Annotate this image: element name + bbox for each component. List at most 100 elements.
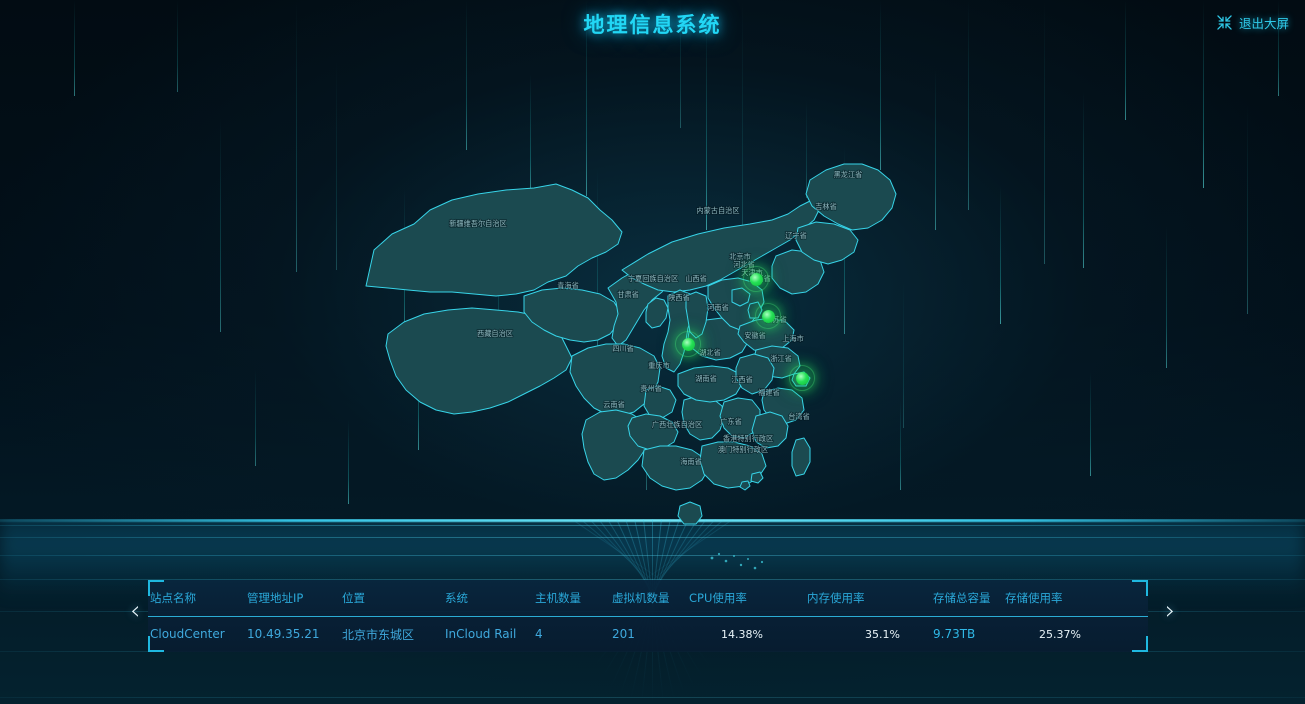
marker-halo [743,266,769,292]
col-site-name[interactable]: 站点名称 [150,590,196,605]
cell-storage-usage: 25.37% [1039,627,1081,641]
province-taiwan [791,437,811,477]
province-label: 贵州省 [640,384,662,393]
col-memory-usage[interactable]: 内存使用率 [807,590,865,605]
grid-horizontal-line [0,555,1305,556]
corner-bracket-bottom-right [1132,636,1148,652]
dashboard-header: 地理信息系统 退出大屏 [0,0,1305,46]
cell-location: 北京市东城区 [342,627,415,642]
site-table-header-row: 站点名称 管理地址IP 位置 系统 主机数量 虚拟机数量 CPU使用率 内存使用… [148,580,1148,616]
table-row[interactable]: CloudCenter 10.49.35.21 北京市东城区 InCloud R… [148,616,1148,652]
exit-fullscreen-button[interactable]: 退出大屏 [1217,13,1289,32]
marker-halo [789,365,815,391]
province-label: 河南省 [707,303,729,312]
col-storage-total[interactable]: 存储总容量 [933,590,991,605]
province-label: 江西省 [731,375,753,384]
marker-dot [761,309,775,323]
col-mgmt-ip[interactable]: 管理地址IP [247,590,304,605]
province-beijing [731,287,751,307]
province-label: 黑龙江省 [834,170,863,179]
site-table-panel: 站点名称 管理地址IP 位置 系统 主机数量 虚拟机数量 CPU使用率 内存使用… [148,580,1148,652]
province-label: 湖北省 [699,348,721,357]
corner-bracket-top-left [148,580,164,596]
table-next-button[interactable]: › [1165,596,1176,626]
marker-halo [675,331,701,357]
col-cpu-usage[interactable]: CPU使用率 [689,590,747,605]
cell-mgmt-ip: 10.49.35.21 [247,627,320,642]
province-tibet [385,307,573,415]
province-label: 澳门特别行政区 [718,445,768,454]
province-label: 吉林省 [815,202,837,211]
province-hunan [681,395,725,441]
province-label: 福建省 [758,388,780,397]
province-hubei [677,365,743,403]
province-ningxia [645,297,669,329]
province-label: 西藏自治区 [477,329,513,338]
marker-dot [681,337,695,351]
province-anhui [735,353,775,395]
cell-system: InCloud Rail [445,627,517,642]
province-hainan [677,501,703,525]
china-map-container[interactable]: 新疆维吾尔自治区西藏自治区 青海省甘肃省 内蒙古自治区宁夏回族自治区陕西省四川省云南… [0,38,1305,570]
south-china-sea-islets [710,552,764,570]
cell-vm-count: 201 [612,627,635,642]
marker-dot [749,272,763,286]
site-table-head: 站点名称 管理地址IP 位置 系统 主机数量 虚拟机数量 CPU使用率 内存使用… [148,580,1148,616]
col-host-count[interactable]: 主机数量 [535,590,581,605]
province-guangxi [641,445,709,491]
corner-bracket-top-right [1132,580,1148,596]
province-label: 北京市 [729,252,751,261]
province-xinjiang [365,183,623,297]
province-label: 青海省 [557,281,579,290]
col-system[interactable]: 系统 [445,590,468,605]
province-label: 云南省 [603,400,625,409]
cell-storage-total: 9.73TB [933,627,976,642]
province-label: 广西壮族自治区 [652,420,702,429]
province-label: 重庆市 [648,361,670,370]
marker-dot [795,371,809,385]
col-location[interactable]: 位置 [342,590,365,605]
cell-host-count: 4 [535,627,543,642]
province-label: 上海市 [782,334,804,343]
province-fujian [751,411,789,449]
province-label: 浙江省 [770,354,792,363]
site-table-body: CloudCenter 10.49.35.21 北京市东城区 InCloud R… [148,616,1148,652]
province-label: 香港特别行政区 [723,434,773,443]
province-label: 陕西省 [668,293,690,302]
page-title: 地理信息系统 [583,13,722,37]
site-table: 站点名称 管理地址IP 位置 系统 主机数量 虚拟机数量 CPU使用率 内存使用… [148,580,1148,652]
province-shanxi [685,291,709,339]
province-guizhou [627,413,679,451]
province-label: 海南省 [680,457,702,466]
province-label: 内蒙古自治区 [696,206,739,215]
province-label: 河北省 [733,260,755,269]
cell-site-name[interactable]: CloudCenter [150,627,225,642]
province-label: 新疆维吾尔自治区 [449,219,507,228]
province-qinghai [523,287,621,343]
province-hongkong [750,471,764,484]
province-heilongjiang [805,163,897,231]
marker-halo [755,303,781,329]
province-label: 广东省 [720,417,742,426]
province-label: 甘肃省 [617,290,639,299]
province-jilin [795,221,859,265]
corner-bracket-bottom-left [148,636,164,652]
col-vm-count[interactable]: 虚拟机数量 [612,590,670,605]
cell-memory-usage: 35.1% [865,627,900,641]
province-chongqing [643,385,677,419]
province-label: 四川省 [612,344,634,353]
compress-icon [1217,15,1232,30]
province-label: 宁夏回族自治区 [628,274,678,283]
exit-fullscreen-label: 退出大屏 [1238,16,1289,31]
map-provinces [365,163,897,525]
cell-cpu-usage: 14.38% [721,627,763,641]
col-storage-usage[interactable]: 存储使用率 [1005,590,1063,605]
province-label: 山西省 [685,274,707,283]
province-label: 湖南省 [695,374,717,383]
grid-horizontal-line [0,697,1305,698]
province-macau [739,480,751,491]
table-prev-button[interactable]: ‹ [130,596,141,626]
